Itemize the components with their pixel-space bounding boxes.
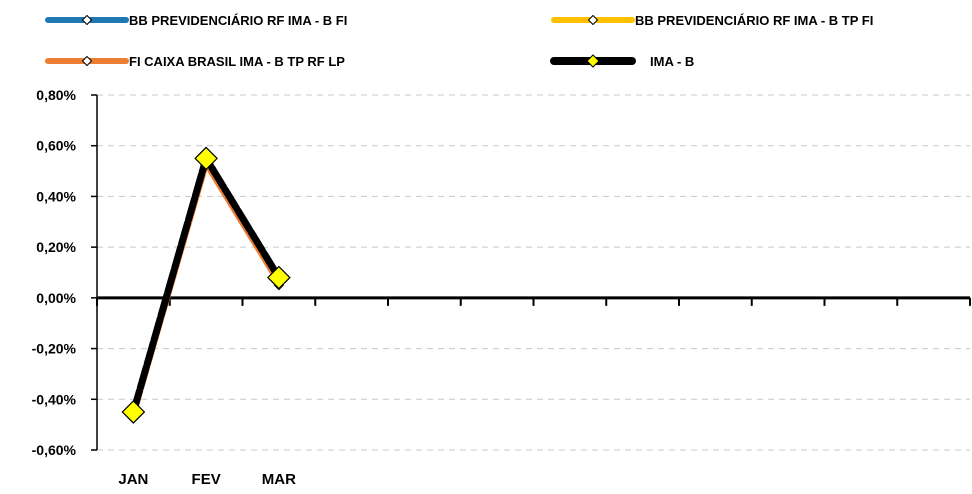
legend-marker <box>587 14 599 26</box>
y-tick-label: -0,40% <box>32 391 77 407</box>
series-line <box>131 162 281 418</box>
axis-labels: 0,80% 0,60% 0,40% 0,20% 0,00% -0,20% -0,40% -0,… <box>32 87 296 488</box>
data-point <box>194 146 218 171</box>
y-tick-label: 0,60% <box>36 138 76 154</box>
y-tick-label: 0,20% <box>36 239 76 255</box>
x-tick-label: JAN <box>118 471 148 488</box>
y-tick-label: -0,60% <box>32 442 77 458</box>
data-point <box>267 265 291 290</box>
series-group <box>121 146 291 424</box>
y-tick-label: 0,80% <box>36 87 76 103</box>
axes <box>91 94 971 451</box>
series-line <box>131 161 281 418</box>
y-tick-label: 0,00% <box>36 290 76 306</box>
legend-marker <box>81 14 93 26</box>
y-tick-label: -0,20% <box>32 341 77 357</box>
legend-label: BB PREVIDENCIÁRIO RF IMA - B FI <box>129 13 347 28</box>
legend-label: BB PREVIDENCIÁRIO RF IMA - B TP FI <box>635 13 873 28</box>
legend: BB PREVIDENCIÁRIO RF IMA - B FI BB PREVID… <box>45 13 873 69</box>
x-tick-label: FEV <box>192 471 221 488</box>
gridlines <box>97 94 970 451</box>
data-point <box>121 400 146 424</box>
legend-label: FI CAIXA BRASIL IMA - B TP RF LP <box>129 54 345 69</box>
series-line <box>130 160 282 416</box>
x-tick-label: MAR <box>262 471 296 488</box>
y-tick-label: 0,40% <box>36 188 76 204</box>
legend-label: IMA - B <box>650 54 694 69</box>
legend-marker <box>586 54 600 68</box>
legend-marker <box>81 55 93 67</box>
